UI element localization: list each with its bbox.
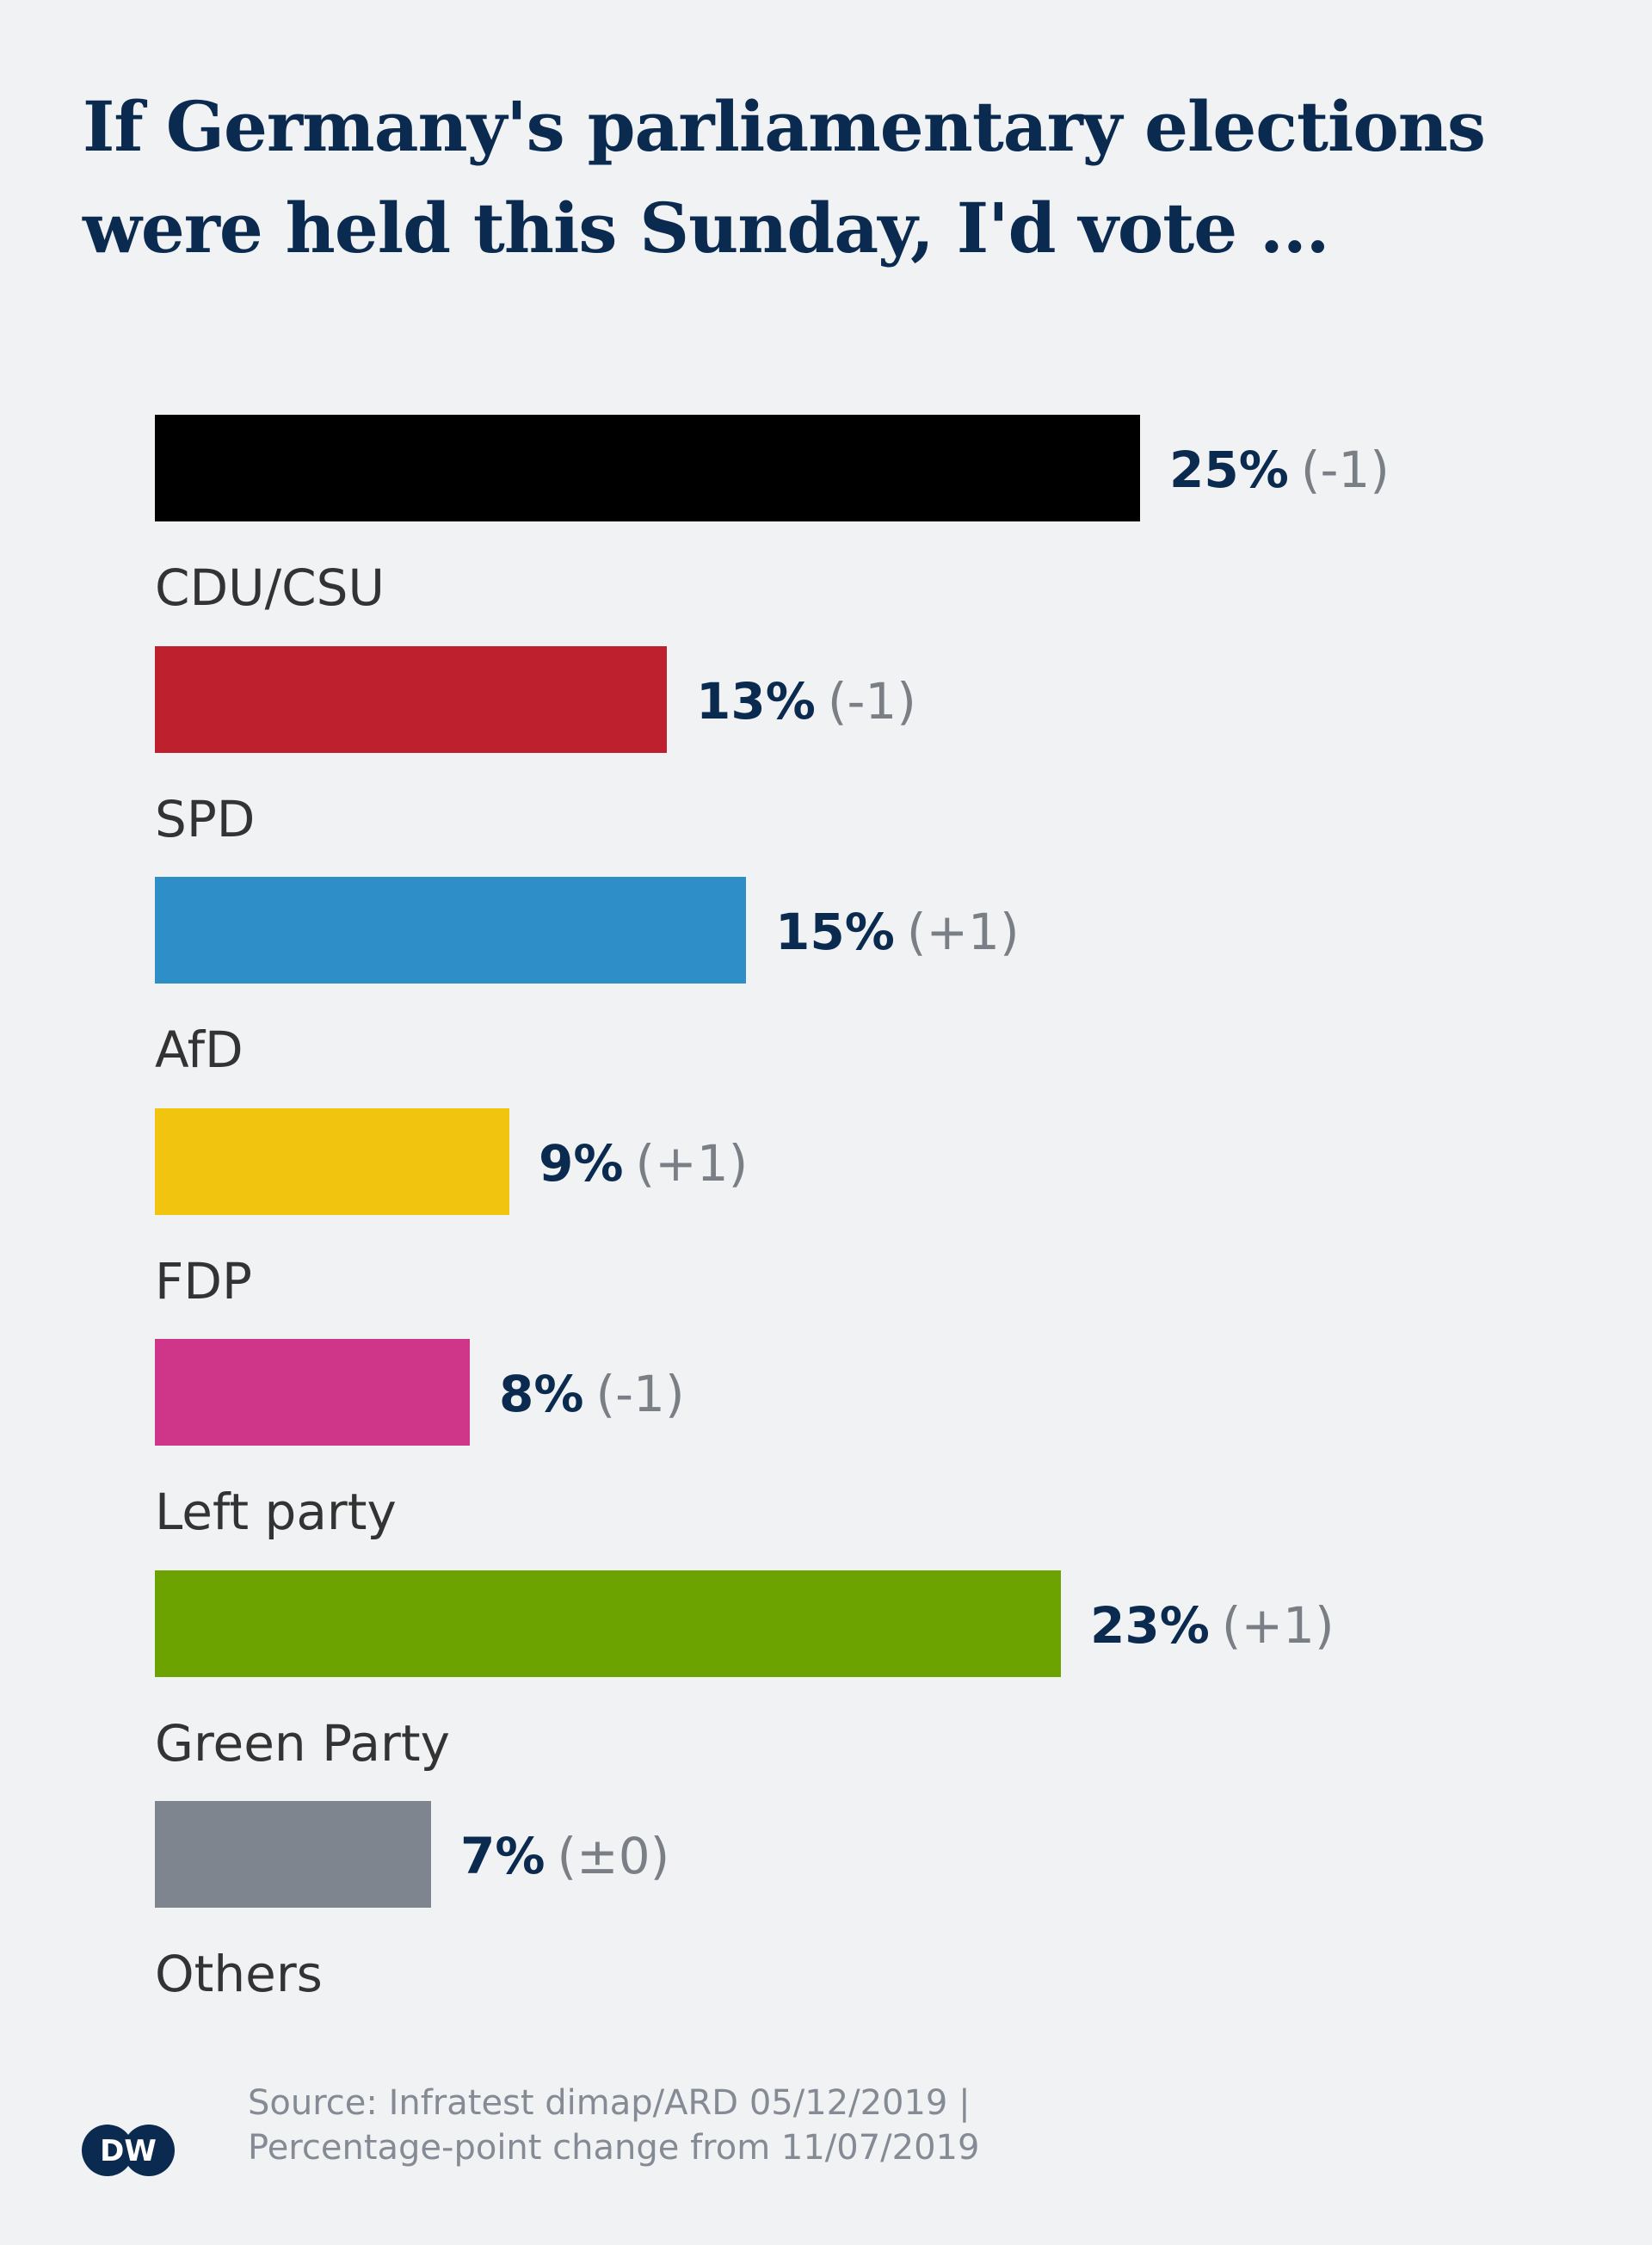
bar-group-left-party: 8% (-1) Left party	[155, 1339, 685, 1541]
value-change-spd: (-1)	[828, 672, 916, 731]
bar-group-green-party: 23% (+1) Green Party	[155, 1570, 1335, 1773]
bar-others	[155, 1801, 431, 1908]
value-change-green-party: (+1)	[1222, 1596, 1335, 1655]
title-line-1: If Germany's parliamentary elections	[83, 86, 1486, 167]
category-label-spd: SPD	[155, 790, 255, 848]
value-label-fdp: 9% (+1)	[539, 1134, 748, 1193]
value-percent-spd: 13%	[696, 672, 816, 731]
category-label-others: Others	[155, 1945, 323, 2003]
bar-afd	[155, 877, 746, 984]
value-label-green-party: 23% (+1)	[1090, 1596, 1335, 1655]
bar-cdu-csu	[155, 415, 1140, 521]
bar-group-cdu-csu: 25% (-1) CDU/CSU	[155, 415, 1390, 617]
value-percent-fdp: 9%	[539, 1134, 623, 1193]
chart-title: If Germany's parliamentary elections wer…	[83, 76, 1597, 279]
bar-group-afd: 15% (+1) AfD	[155, 877, 1020, 1079]
source-line-1: Source: Infratest dimap/ARD 05/12/2019 |	[248, 2083, 971, 2123]
category-label-fdp: FDP	[155, 1252, 252, 1311]
title-line-2: were held this Sunday, I'd vote ...	[83, 188, 1330, 268]
bar-fdp	[155, 1108, 509, 1215]
value-change-others: (±0)	[557, 1827, 669, 1885]
bar-left-party	[155, 1339, 470, 1446]
category-label-afd: AfD	[155, 1021, 243, 1079]
dw-logo: DW	[82, 2125, 175, 2176]
source-line-2: Percentage-point change from 11/07/2019	[248, 2128, 980, 2168]
value-percent-cdu-csu: 25%	[1169, 441, 1289, 499]
bar-group-spd: 13% (-1) SPD	[155, 646, 916, 848]
category-label-cdu-csu: CDU/CSU	[155, 558, 385, 617]
category-label-green-party: Green Party	[155, 1714, 450, 1773]
value-percent-left-party: 8%	[499, 1365, 583, 1423]
value-label-left-party: 8% (-1)	[499, 1365, 685, 1423]
bar-group-others: 7% (±0) Others	[155, 1801, 669, 2003]
value-percent-afd: 15%	[775, 903, 895, 961]
dw-logo-text: DW	[100, 2134, 157, 2168]
dw-logo-circle-left	[82, 2125, 133, 2176]
value-label-spd: 13% (-1)	[696, 672, 916, 731]
value-percent-green-party: 23%	[1090, 1596, 1210, 1655]
value-label-cdu-csu: 25% (-1)	[1169, 441, 1390, 499]
bar-green-party	[155, 1570, 1061, 1677]
dw-logo-circle-right	[123, 2125, 175, 2176]
value-percent-others: 7%	[460, 1827, 545, 1885]
value-label-afd: 15% (+1)	[775, 903, 1020, 961]
value-change-left-party: (-1)	[595, 1365, 684, 1423]
value-label-others: 7% (±0)	[460, 1827, 669, 1885]
bar-group-fdp: 9% (+1) FDP	[155, 1108, 748, 1311]
category-label-left-party: Left party	[155, 1483, 397, 1541]
value-change-cdu-csu: (-1)	[1301, 441, 1390, 499]
value-change-afd: (+1)	[907, 903, 1020, 961]
value-change-fdp: (+1)	[635, 1134, 748, 1193]
bar-spd	[155, 646, 667, 753]
source-note: Source: Infratest dimap/ARD 05/12/2019 |…	[248, 2081, 1538, 2170]
